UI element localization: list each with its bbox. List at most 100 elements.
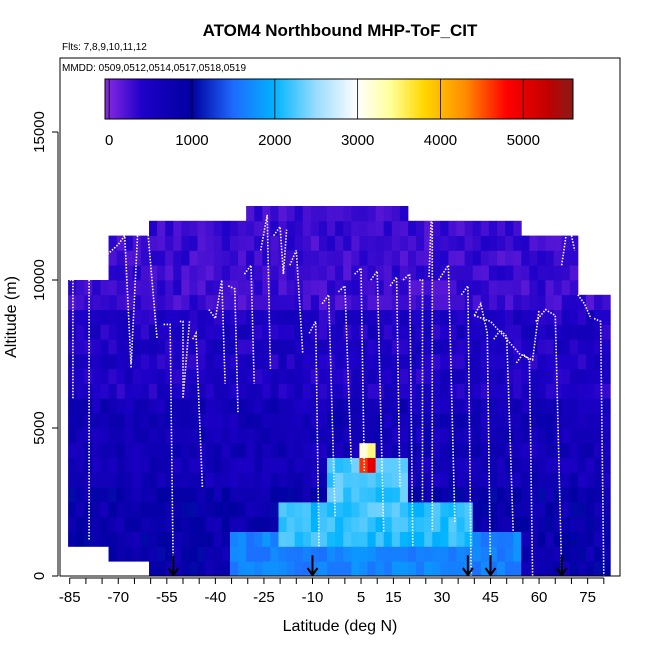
heatmap-cell-1353 xyxy=(529,472,538,488)
heatmap-cell-1405 xyxy=(545,383,555,399)
heatmap-cell-1079 xyxy=(432,280,441,296)
heatmap-cell-1121 xyxy=(448,368,457,384)
heatmap-cell-513 xyxy=(254,561,263,576)
heatmap-cell-169 xyxy=(132,354,142,370)
heatmap-cell-656 xyxy=(294,294,304,310)
heatmap-cell-170 xyxy=(132,339,142,355)
heatmap-cell-496 xyxy=(246,442,255,458)
heatmap-cell-426 xyxy=(221,413,231,429)
heatmap-cell-1155 xyxy=(456,220,466,236)
heatmap-cell-182 xyxy=(140,487,150,503)
heatmap-cell-615 xyxy=(286,531,296,547)
heatmap-cell-1376 xyxy=(537,472,546,488)
heatmap-cell-538 xyxy=(262,561,271,576)
heatmap-cell-1224 xyxy=(480,265,490,281)
heatmap-cell-697 xyxy=(310,428,320,444)
heatmap-cell-1557 xyxy=(602,339,611,355)
heatmap-cell-55 xyxy=(92,516,101,532)
flight-profile-7 xyxy=(208,279,226,384)
heatmap-cell-266 xyxy=(165,294,174,310)
heatmap-cell-714 xyxy=(318,546,328,562)
heatmap-cell-1380 xyxy=(537,413,546,429)
heatmap-cell-1285 xyxy=(505,428,514,444)
heatmap-cell-1340 xyxy=(521,324,530,340)
heatmap-cell-627 xyxy=(286,354,296,370)
heatmap-cell-268 xyxy=(165,265,174,281)
heatmap-cell-1345 xyxy=(521,250,530,266)
heatmap-cell-1360 xyxy=(529,368,538,384)
heatmap-cell-1225 xyxy=(480,250,490,266)
heatmap-cell-589 xyxy=(278,546,287,562)
heatmap-cell-242 xyxy=(157,294,166,310)
heatmap-cell-966 xyxy=(399,516,409,532)
heatmap-cell-72 xyxy=(100,531,109,547)
heatmap-cell-1326 xyxy=(521,531,530,547)
heatmap-cell-757 xyxy=(327,280,336,296)
colorbar-ticks: 0 1000 2000 3000 4000 5000 xyxy=(105,79,540,149)
heatmap-cell-997 xyxy=(407,428,417,444)
heatmap-cell-382 xyxy=(205,354,215,370)
heatmap-cell-430 xyxy=(221,354,231,370)
heatmap-cell-1474 xyxy=(569,383,579,399)
heatmap-cell-922 xyxy=(383,428,393,444)
heatmap-cell-591 xyxy=(278,516,287,532)
heatmap-cell-3 xyxy=(68,487,77,503)
flight-profile-15 xyxy=(337,284,353,464)
heatmap-cell-396 xyxy=(213,502,223,518)
heatmap-cell-1260 xyxy=(496,442,506,458)
heatmap-cell-507 xyxy=(246,280,255,296)
heatmap-cell-355 xyxy=(197,398,207,414)
heatmap-cell-1349 xyxy=(529,531,538,547)
heatmap-cell-1272 xyxy=(496,265,506,281)
heatmap-cell-726 xyxy=(318,368,328,384)
heatmap-cell-1333 xyxy=(521,428,530,444)
heatmap-cell-4 xyxy=(68,472,77,488)
heatmap-cell-1083 xyxy=(432,220,441,236)
heatmap-cell-466 xyxy=(238,531,247,547)
flight-profile-20 xyxy=(419,279,424,502)
heatmap-cell-1115 xyxy=(448,457,457,473)
heatmap-cell-39 xyxy=(84,487,93,503)
heatmap-cell-1552 xyxy=(602,413,611,429)
heatmap-cell-895 xyxy=(375,457,385,473)
heatmap-cell-1092 xyxy=(440,442,449,458)
heatmap-cell-835 xyxy=(351,235,360,251)
heatmap-cell-1271 xyxy=(496,280,506,296)
heatmap-cell-327 xyxy=(189,457,198,473)
heatmap-cell-179 xyxy=(140,531,150,547)
heatmap-cell-868 xyxy=(367,487,376,503)
heatmap-cell-354 xyxy=(197,413,207,429)
heatmap-cell-1096 xyxy=(440,383,449,399)
heatmap-cell-761 xyxy=(327,220,336,236)
heatmap-cell-1202 xyxy=(472,235,482,251)
heatmap-cell-288 xyxy=(173,324,182,340)
heatmap-cell-921 xyxy=(383,442,393,458)
heatmap-cell-715 xyxy=(318,531,328,547)
heatmap-cell-888 xyxy=(375,561,385,576)
heatmap-cell-1377 xyxy=(537,457,546,473)
heatmap-cell-330 xyxy=(189,413,198,429)
heatmap-cell-1182 xyxy=(472,531,482,547)
heatmap-cell-504 xyxy=(246,324,255,340)
heatmap-cell-1382 xyxy=(537,383,546,399)
heatmap-cell-445 xyxy=(229,487,239,503)
heatmap-cell-1239 xyxy=(488,398,498,414)
heatmap-cell-511 xyxy=(246,220,255,236)
heatmap-cell-543 xyxy=(262,487,271,503)
heatmap-cell-867 xyxy=(367,502,376,518)
heatmap-cell-224 xyxy=(157,561,166,576)
flight-profile-17 xyxy=(370,268,385,532)
heatmap-cell-866 xyxy=(367,516,376,532)
heatmap-cell-1122 xyxy=(448,354,457,370)
heatmap-cell-375 xyxy=(205,457,215,473)
heatmap-cell-1325 xyxy=(521,546,530,562)
heatmap-cell-848 xyxy=(359,413,368,429)
heatmap-cell-1051 xyxy=(424,339,433,355)
dates-subtitle: MMDD: 0509,0512,0514,0517,0518,0519 xyxy=(62,63,246,74)
heatmap-cell-40 xyxy=(84,472,93,488)
heatmap-cell-85 xyxy=(100,339,109,355)
heatmap-cell-219 xyxy=(149,280,158,296)
heatmap-cell-1529 xyxy=(594,472,603,488)
heatmap-cell-951 xyxy=(391,368,401,384)
flights-subtitle: Flts: 7,8,9,10,11,12 xyxy=(62,42,147,53)
